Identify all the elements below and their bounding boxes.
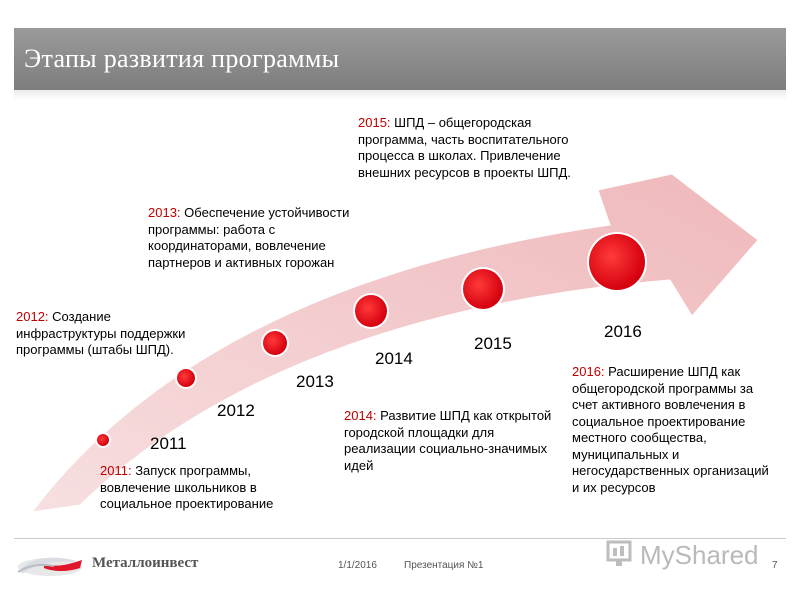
milestone-note-2011: 2011: Запуск программы, вовлечение школь… xyxy=(100,463,325,513)
company-name: Металлоинвест xyxy=(92,555,199,571)
title-shadow xyxy=(14,90,786,100)
footer-presentation: Презентация №1 xyxy=(404,560,484,571)
footer-date: 1/1/2016 xyxy=(338,560,377,571)
milestone-note-2016: 2016: Расширение ШПД как общегородской п… xyxy=(572,364,777,496)
year-label-2014: 2014 xyxy=(375,349,413,368)
milestone-dot-2013 xyxy=(263,331,287,355)
milestone-note-text: Расширение ШПД как общегородской програм… xyxy=(572,364,769,495)
milestone-note-year: 2016: xyxy=(572,364,605,379)
milestone-note-2013: 2013: Обеспечение устойчивости программы… xyxy=(148,205,353,271)
timeline-arrow xyxy=(30,173,759,513)
milestone-dot-2015 xyxy=(463,269,503,309)
year-label-2011: 2011 xyxy=(150,434,187,453)
slide-title: Этапы развития программы xyxy=(24,44,340,73)
milestone-dot-2011 xyxy=(97,434,109,446)
milestone-note-2014: 2014: Развитие ШПД как открытой городско… xyxy=(344,408,554,474)
page-number: 7 xyxy=(772,560,778,571)
milestone-note-year: 2013: xyxy=(148,205,181,220)
year-label-2012: 2012 xyxy=(217,401,255,420)
year-label-2015: 2015 xyxy=(474,334,512,353)
milestone-dot-2016 xyxy=(589,234,645,290)
title-bar xyxy=(14,28,786,90)
watermark-text: MyShared xyxy=(640,540,759,570)
year-label-2013: 2013 xyxy=(296,372,334,391)
milestone-note-text: ШПД – общегородская программа, часть вос… xyxy=(358,115,571,180)
milestone-dot-2012 xyxy=(177,369,195,387)
milestone-note-text: Запуск программы, вовлечение школьников … xyxy=(100,463,274,511)
watermark-icon xyxy=(606,540,632,566)
company-logo-icon xyxy=(17,557,82,576)
milestone-note-year: 2012: xyxy=(16,309,49,324)
milestone-note-2012: 2012: Создание инфраструктуры поддержки … xyxy=(16,309,191,359)
milestone-note-year: 2015: xyxy=(358,115,391,130)
year-label-2016: 2016 xyxy=(604,322,642,341)
footer-divider xyxy=(14,538,786,539)
milestone-note-year: 2011: xyxy=(100,463,132,478)
milestone-note-year: 2014: xyxy=(344,408,377,423)
milestone-dot-2014 xyxy=(355,295,387,327)
milestone-note-text: Обеспечение устойчивости программы: рабо… xyxy=(148,205,350,270)
milestone-note-2015: 2015: ШПД – общегородская программа, час… xyxy=(358,115,573,181)
milestone-note-text: Создание инфраструктуры поддержки програ… xyxy=(16,309,186,357)
milestone-note-text: Развитие ШПД как открытой городской площ… xyxy=(344,408,552,473)
